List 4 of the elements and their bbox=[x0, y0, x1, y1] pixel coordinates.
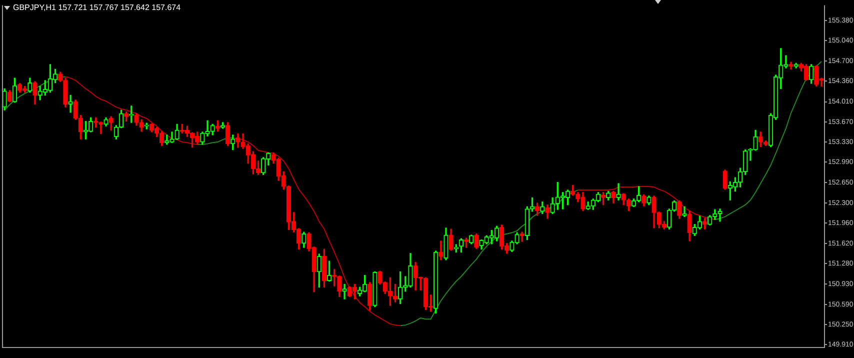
chart-title: GBPJPY,H1 157.721 157.767 157.642 157.674 bbox=[13, 3, 181, 12]
candlestick bbox=[68, 94, 73, 113]
candlestick bbox=[616, 183, 621, 200]
candlestick bbox=[342, 284, 347, 300]
